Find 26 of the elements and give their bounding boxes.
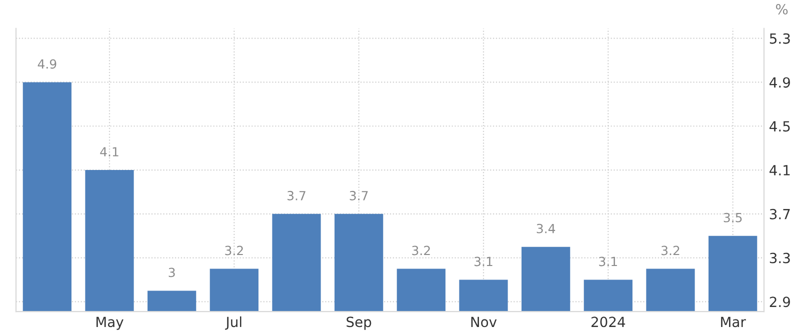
y-tick-label: 3.3 bbox=[770, 252, 790, 264]
data-label: 3.2 bbox=[412, 246, 430, 256]
x-tick-label: 2024 bbox=[592, 316, 626, 328]
y-tick-label: 5.3 bbox=[770, 33, 790, 44]
data-label: 3.7 bbox=[288, 190, 306, 200]
data-label: 3.2 bbox=[225, 246, 243, 256]
data-label: 3.1 bbox=[599, 256, 617, 266]
y-tick-label: 3.7 bbox=[770, 208, 790, 220]
x-tick-label: Mar bbox=[721, 316, 746, 328]
y-tick-label: 2.9 bbox=[770, 296, 790, 308]
y-tick-label: 4.9 bbox=[770, 77, 790, 88]
x-tick-label: Nov bbox=[471, 316, 497, 328]
data-label: 4.1 bbox=[100, 147, 118, 156]
x-tick-label: May bbox=[96, 316, 124, 330]
data-label: 3 bbox=[168, 268, 175, 278]
data-label: 3.5 bbox=[724, 212, 742, 222]
y-tick-label: 4.1 bbox=[770, 165, 790, 176]
data-label: 3.7 bbox=[350, 190, 368, 200]
data-label: 3.1 bbox=[474, 256, 492, 266]
data-label: 4.9 bbox=[38, 59, 56, 69]
y-axis-title: % bbox=[776, 4, 788, 14]
x-tick-label: Jul bbox=[225, 316, 242, 330]
data-label: 3.2 bbox=[662, 246, 680, 256]
y-tick-label: 4.5 bbox=[770, 121, 790, 132]
data-label: 3.4 bbox=[536, 224, 556, 234]
x-tick-label: Sep bbox=[346, 316, 372, 330]
